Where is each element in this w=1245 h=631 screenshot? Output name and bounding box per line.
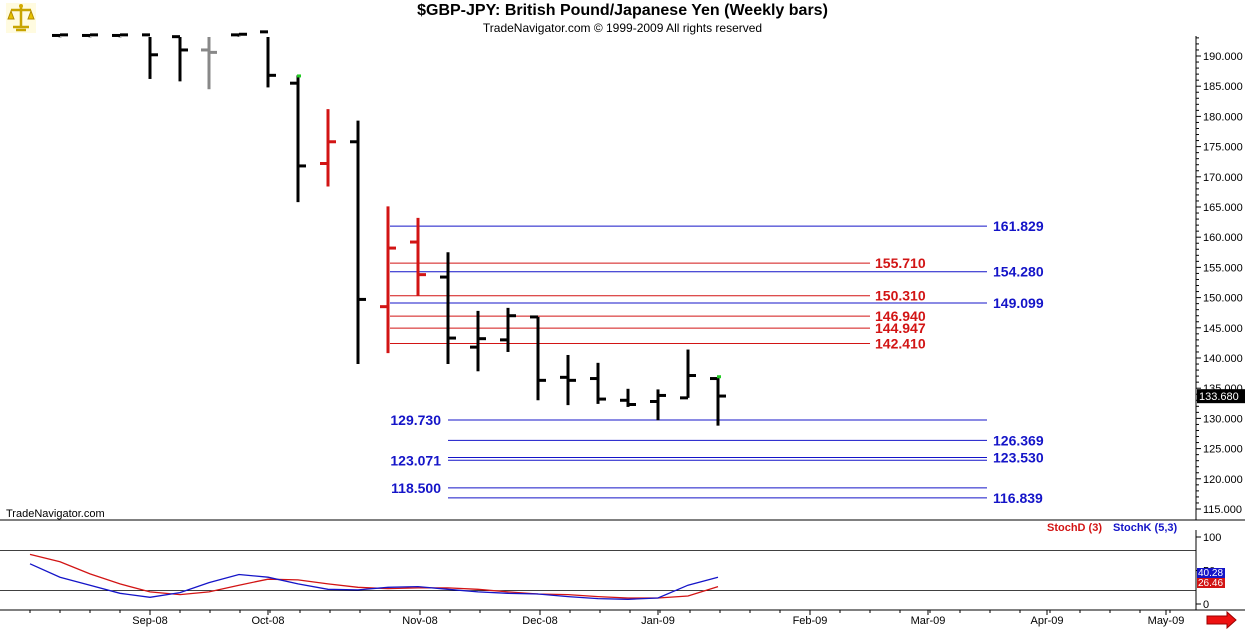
stochd-line [29, 553, 719, 599]
last-price-box [1197, 389, 1245, 404]
price-tick-label: 180.000 [1203, 111, 1243, 123]
ohlc-bar [82, 33, 98, 38]
level-label: 129.730 [390, 412, 441, 428]
level-label: 123.071 [390, 452, 441, 468]
level-label: 126.369 [993, 432, 1044, 448]
price-tick-label: 120.000 [1203, 474, 1243, 486]
ohlc-bar [172, 35, 188, 82]
ohlc-bar [112, 33, 128, 38]
ohlc-bar [440, 252, 456, 365]
ohlc-bar [620, 388, 636, 407]
price-tick-label: 155.000 [1203, 262, 1243, 274]
osc-last-value-box [1197, 578, 1225, 588]
price-tick-label: 165.000 [1203, 202, 1243, 214]
ohlc-bar [530, 315, 546, 401]
ohlc-bar [590, 362, 606, 404]
level-label: 150.310 [875, 288, 926, 304]
ohlc-bar [320, 109, 336, 187]
time-tick-label: Oct-08 [251, 615, 284, 627]
price-axis: 115.000120.000125.000130.000135.000140.0… [0, 36, 1245, 611]
legend-entry: StochK (5,3) [1113, 522, 1178, 534]
price-tick-label: 130.000 [1203, 413, 1243, 425]
price-tick-label: 145.000 [1203, 323, 1243, 335]
watermark: TradeNavigator.com [6, 508, 105, 520]
price-tick-label: 115.000 [1203, 504, 1242, 516]
chart-copyright: TradeNavigator.com © 1999-2009 All right… [482, 21, 763, 35]
ohlc-bar [560, 354, 576, 406]
gold-balance-scale-icon[interactable] [4, 2, 38, 34]
osc-tick-label: 0 [1203, 599, 1209, 611]
osc-last-value-label: 26.46 [1198, 578, 1223, 589]
price-tick-label: 140.000 [1203, 353, 1243, 365]
level-label: 116.839 [993, 490, 1043, 506]
price-tick-label: 170.000 [1203, 172, 1243, 184]
time-tick-label: May-09 [1148, 615, 1185, 627]
osc-last-value-box [1197, 568, 1225, 578]
ohlc-bar [201, 37, 217, 90]
price-tick-label: 190.000 [1203, 51, 1243, 63]
osc-tick-label: 100 [1203, 532, 1221, 544]
ohlc-bar [650, 389, 666, 421]
right-arrow-icon[interactable] [1206, 610, 1237, 630]
ohlc-bar [52, 33, 68, 38]
time-tick-label: Feb-09 [793, 615, 828, 627]
level-label: 155.710 [875, 255, 926, 271]
ohlc-bar [500, 307, 516, 352]
ohlc-bar [350, 120, 366, 365]
level-label: 161.829 [993, 218, 1044, 234]
legend-entry: StochD (3) [1047, 522, 1102, 534]
time-tick-label: Sep-08 [132, 615, 167, 627]
ohlc-bar [710, 377, 726, 426]
time-tick-label: Nov-08 [402, 615, 437, 627]
chart-header: $GBP-JPY: British Pound/Japanese Yen (We… [0, 0, 1245, 36]
ohlc-bar [260, 30, 276, 88]
ohlc-bar [470, 310, 486, 372]
price-tick-label: 175.000 [1203, 142, 1243, 154]
level-label: 154.280 [993, 264, 1044, 280]
ohlc-bar [290, 75, 306, 203]
level-label: 146.940 [875, 308, 926, 324]
fibonacci-levels: 161.829 155.710 154.280 150.310 149.099 146.9… [390, 218, 1044, 506]
time-tick-label: Apr-09 [1030, 615, 1063, 627]
price-tick-label: 125.000 [1203, 444, 1243, 456]
level-label: 144.947 [875, 320, 926, 336]
price-bars [52, 30, 726, 426]
time-tick-label: Dec-08 [522, 615, 557, 627]
level-label: 149.099 [993, 295, 1044, 311]
price-tick-label: 160.000 [1203, 232, 1243, 244]
ohlc-bar [410, 217, 426, 296]
chart-title: $GBP-JPY: British Pound/Japanese Yen (We… [417, 2, 828, 19]
price-tick-label: 185.000 [1203, 81, 1243, 93]
osc-last-value-label: 40.28 [1198, 568, 1223, 579]
time-tick-label: Jan-09 [641, 615, 675, 627]
ohlc-bar [142, 33, 158, 79]
time-axis: Sep-08 Oct-08 Nov-08 Dec-08 Jan-09 Feb-09 Mar-… [29, 610, 1185, 627]
ohlc-bar [231, 32, 247, 37]
time-tick-label: Mar-09 [911, 615, 946, 627]
ohlc-bar [680, 349, 696, 400]
level-label: 142.410 [875, 335, 926, 351]
stochk-line [29, 563, 719, 600]
last-price-label: 133.680 [1199, 391, 1239, 403]
ohlc-bar [380, 206, 396, 354]
level-label: 123.530 [993, 449, 1044, 465]
level-label: 118.500 [391, 480, 441, 496]
price-tick-label: 150.000 [1203, 293, 1243, 305]
